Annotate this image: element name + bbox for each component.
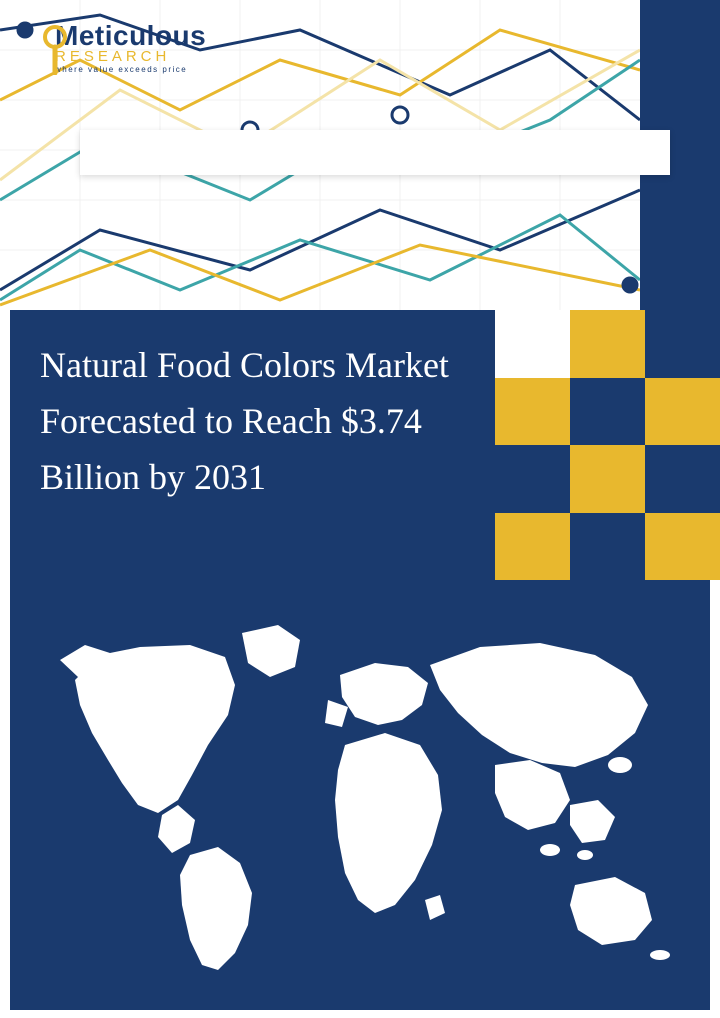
title-section: Natural Food Colors Market Forecasted to… (0, 310, 720, 580)
decor-square (570, 513, 645, 581)
decor-square (495, 513, 570, 581)
chart-marker (18, 23, 32, 37)
brand-logo: Meticulous RESEARCH where value exceeds … (55, 20, 255, 85)
chart-marker (392, 107, 408, 123)
decor-square (645, 310, 720, 378)
decor-square (645, 378, 720, 446)
title-text: Natural Food Colors Market Forecasted to… (40, 338, 465, 505)
decor-square (570, 445, 645, 513)
decorative-squares (495, 310, 720, 580)
chart-panel: Meticulous RESEARCH where value exceeds … (0, 0, 720, 310)
decor-square (645, 513, 720, 581)
title-box: Natural Food Colors Market Forecasted to… (10, 310, 495, 580)
decor-square (495, 378, 570, 446)
decor-square (570, 378, 645, 446)
decor-square (570, 310, 645, 378)
decor-square (495, 310, 570, 378)
world-map-panel (10, 580, 710, 1010)
world-map-svg (30, 605, 690, 985)
logo-sub-text: RESEARCH (55, 48, 255, 65)
chart-white-bar (80, 130, 670, 175)
decor-square (495, 445, 570, 513)
chart-marker (623, 278, 637, 292)
decor-square (645, 445, 720, 513)
magnifier-icon (40, 25, 70, 75)
logo-tagline: where value exceeds price (55, 65, 255, 74)
